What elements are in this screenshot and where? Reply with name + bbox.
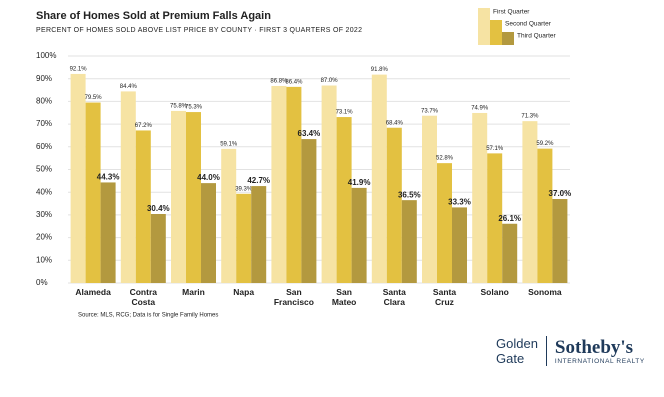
logo-right: Sotheby's INTERNATIONAL REALTY: [547, 336, 645, 365]
bar: [437, 163, 452, 283]
legend-swatch: [502, 32, 514, 45]
logo-brand: Sotheby's: [554, 336, 634, 358]
y-tick-label: 70%: [36, 119, 52, 128]
value-label: 84.4%: [120, 84, 138, 90]
bar: [85, 102, 101, 283]
bar: [120, 91, 136, 283]
logo: Golden Gate Sotheby's INTERNATIONAL REAL…: [496, 336, 645, 366]
value-label: 87.0%: [321, 78, 339, 84]
bar: [135, 130, 151, 283]
bar: [336, 117, 352, 283]
y-tick-label: 10%: [36, 255, 52, 264]
value-label: 37.0%: [549, 189, 572, 198]
bar: [522, 121, 538, 283]
y-tick-label: 90%: [36, 74, 52, 83]
bar: [100, 182, 116, 283]
legend-label: Second Quarter: [505, 21, 552, 28]
value-label: 73.7%: [421, 108, 439, 114]
value-label: 44.3%: [97, 173, 120, 182]
bar: [301, 139, 317, 283]
value-label: 86.4%: [285, 79, 303, 85]
y-tick-label: 20%: [36, 233, 52, 242]
bar: [422, 115, 437, 284]
y-tick-label: 40%: [36, 187, 52, 196]
value-label: 92.1%: [70, 67, 88, 73]
x-tick-label: Napa: [233, 287, 255, 297]
logo-text: Gate: [496, 351, 525, 366]
logo-tagline: INTERNATIONAL REALTY: [554, 357, 645, 365]
bar: [401, 200, 417, 283]
value-label: 41.9%: [348, 178, 371, 187]
value-label: 59.2%: [536, 141, 554, 147]
value-label: 30.4%: [147, 204, 170, 213]
value-label: 57.1%: [486, 146, 504, 152]
value-label: 73.1%: [336, 110, 354, 116]
bar: [502, 223, 518, 283]
bar: [201, 183, 216, 283]
value-label: 44.0%: [197, 173, 220, 182]
bar: [537, 148, 553, 283]
x-tick-label: Santa Clara: [382, 287, 406, 307]
y-tick-label: 100%: [36, 51, 56, 60]
x-tick-label: Marin: [182, 287, 205, 297]
value-label: 67.2%: [135, 123, 153, 129]
bar: [251, 186, 267, 283]
value-label: 59.1%: [220, 141, 238, 147]
value-label: 39.3%: [235, 186, 253, 192]
logo-text: Golden: [496, 336, 538, 351]
value-label: 42.7%: [247, 176, 270, 185]
bar: [371, 74, 387, 283]
bar: [552, 199, 568, 283]
bar: [186, 112, 201, 283]
bar: [487, 153, 503, 283]
value-label: 74.9%: [471, 106, 489, 112]
chart-title: Share of Homes Sold at Premium Falls Aga…: [36, 10, 271, 22]
value-label: 33.3%: [448, 198, 471, 207]
value-label: 52.8%: [436, 156, 454, 162]
value-label: 63.4%: [298, 129, 321, 138]
x-tick-label: San Francisco: [273, 287, 314, 307]
legend-label: First Quarter: [493, 9, 530, 16]
value-label: 71.3%: [521, 114, 539, 120]
bar: [171, 110, 186, 284]
y-tick-label: 60%: [36, 142, 52, 151]
bar: [70, 73, 86, 283]
value-label: 86.8%: [270, 79, 288, 85]
bar: [150, 213, 166, 283]
value-label: 75.8%: [170, 104, 188, 110]
x-tick-label: Alameda: [75, 287, 111, 297]
legend-swatch: [478, 8, 490, 45]
value-label: 68.4%: [386, 120, 404, 126]
value-label: 75.3%: [185, 105, 203, 111]
logo-left: Golden Gate: [496, 336, 547, 366]
x-tick-label: Santa Cruz: [432, 287, 457, 307]
legend-swatch: [490, 20, 502, 45]
x-tick-label: Contra Costa: [129, 287, 157, 307]
chart-subtitle: PERCENT OF HOMES SOLD ABOVE LIST PRICE B…: [36, 27, 362, 34]
legend-label: Third Quarter: [517, 33, 556, 40]
source-note: Source: MLS, RCG; Data is for Single Fam…: [78, 313, 218, 319]
bar: [236, 193, 252, 283]
value-label: 26.1%: [498, 214, 521, 223]
bar: [321, 85, 337, 283]
bar: [271, 85, 287, 284]
y-tick-label: 50%: [36, 165, 52, 174]
value-label: 36.5%: [398, 190, 421, 199]
x-tick-label: San Mateo: [331, 287, 357, 307]
bar: [351, 187, 367, 283]
bar: [386, 127, 402, 284]
bar: [286, 86, 302, 283]
x-tick-label: Sonoma: [528, 287, 562, 297]
y-tick-label: 0%: [36, 278, 48, 287]
y-tick-label: 80%: [36, 97, 52, 106]
x-tick-label: Solano: [480, 287, 509, 297]
value-label: 91.8%: [371, 67, 389, 73]
bar: [452, 207, 467, 283]
value-label: 79.5%: [85, 95, 103, 101]
y-tick-label: 30%: [36, 210, 52, 219]
bar: [221, 148, 237, 283]
bar: [472, 112, 488, 284]
